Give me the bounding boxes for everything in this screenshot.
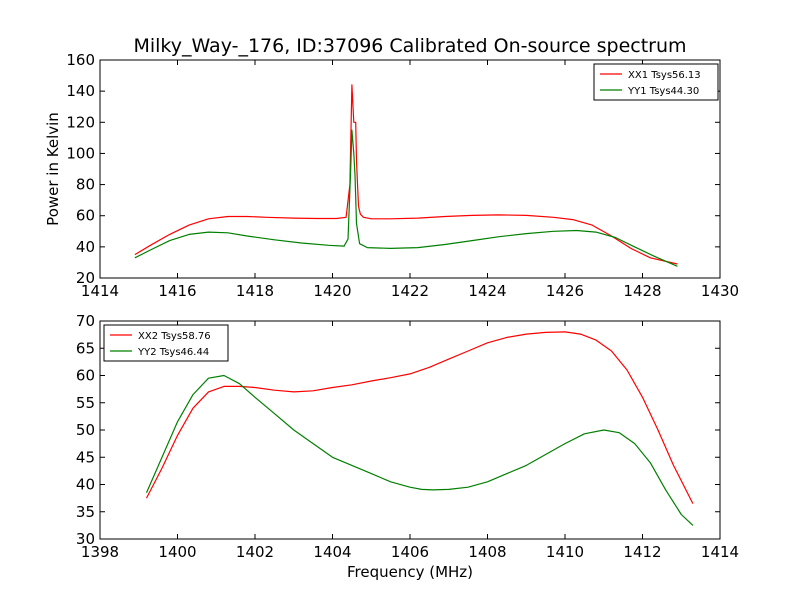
y-tick-label: 30 xyxy=(76,530,95,548)
x-tick-label: 1400 xyxy=(158,543,196,561)
y-tick-label: 50 xyxy=(76,421,95,439)
y-tick-label: 65 xyxy=(76,339,95,357)
x-tick-label: 1418 xyxy=(236,282,274,300)
x-tick-label: 1426 xyxy=(546,282,584,300)
x-tick-label: 1412 xyxy=(623,543,661,561)
bottom-chart-panel: 1398 1400 1402 1404 1406 1408 1410 1412 1414 30 35… xyxy=(76,312,739,581)
y-tick-label: 35 xyxy=(76,503,95,521)
legend-label: XX2 Tsys58.76 xyxy=(138,331,211,342)
x-tick-label: 1404 xyxy=(313,543,351,561)
y-tick-label: 40 xyxy=(76,238,95,256)
x-tick-label: 1414 xyxy=(701,543,739,561)
y-tick-label: 120 xyxy=(66,113,95,131)
legend-label: XX1 Tsys56.13 xyxy=(628,70,701,81)
y-tick-label: 45 xyxy=(76,448,95,466)
x-tick-label: 1428 xyxy=(623,282,661,300)
y-tick-label: 60 xyxy=(76,207,95,225)
x-tick-label: 1406 xyxy=(391,543,429,561)
legend-box xyxy=(103,324,229,362)
x-tick-label: 1422 xyxy=(391,282,429,300)
x-tick-label: 1430 xyxy=(701,282,739,300)
y-axis-label: Power in Kelvin xyxy=(44,112,62,226)
x-tick-label: 1416 xyxy=(158,282,196,300)
y-tick-label: 60 xyxy=(76,367,95,385)
x-tick-label: 1398 xyxy=(81,543,119,561)
y-tick-label: 160 xyxy=(66,51,95,69)
series-line-yy-panel-1 xyxy=(145,374,694,526)
y-tick-label: 40 xyxy=(76,476,95,494)
legend-label: YY1 Tsys44.30 xyxy=(627,86,699,97)
x-tick-label: 1408 xyxy=(468,543,506,561)
x-axis-label: Frequency (MHz) xyxy=(347,563,473,581)
y-tick-label: 70 xyxy=(76,312,95,330)
x-tick-label: 1414 xyxy=(81,282,119,300)
y-tick-label: 20 xyxy=(76,269,95,287)
y-tick-label: 80 xyxy=(76,176,95,194)
series-line-xx-panel-1 xyxy=(145,331,694,504)
x-tick-label: 1420 xyxy=(313,282,351,300)
x-tick-label: 1424 xyxy=(468,282,506,300)
y-tick-label: 100 xyxy=(66,144,95,162)
x-tick-label: 1410 xyxy=(546,543,584,561)
x-tick-label: 1402 xyxy=(236,543,274,561)
legend-box xyxy=(593,63,719,101)
series-line-yy-panel-0 xyxy=(134,129,678,267)
y-tick-label: 55 xyxy=(76,394,95,412)
series-line-xx-panel-0 xyxy=(134,84,678,265)
y-tick-label: 140 xyxy=(66,82,95,100)
top-chart-panel: 1414 1416 1418 1420 1422 1424 1426 1428 1430 20 40… xyxy=(44,35,739,300)
legend-label: YY2 Tsys46.44 xyxy=(137,347,209,358)
chart-title: Milky_Way-_176, ID:37096 Calibrated On-s… xyxy=(133,35,686,57)
